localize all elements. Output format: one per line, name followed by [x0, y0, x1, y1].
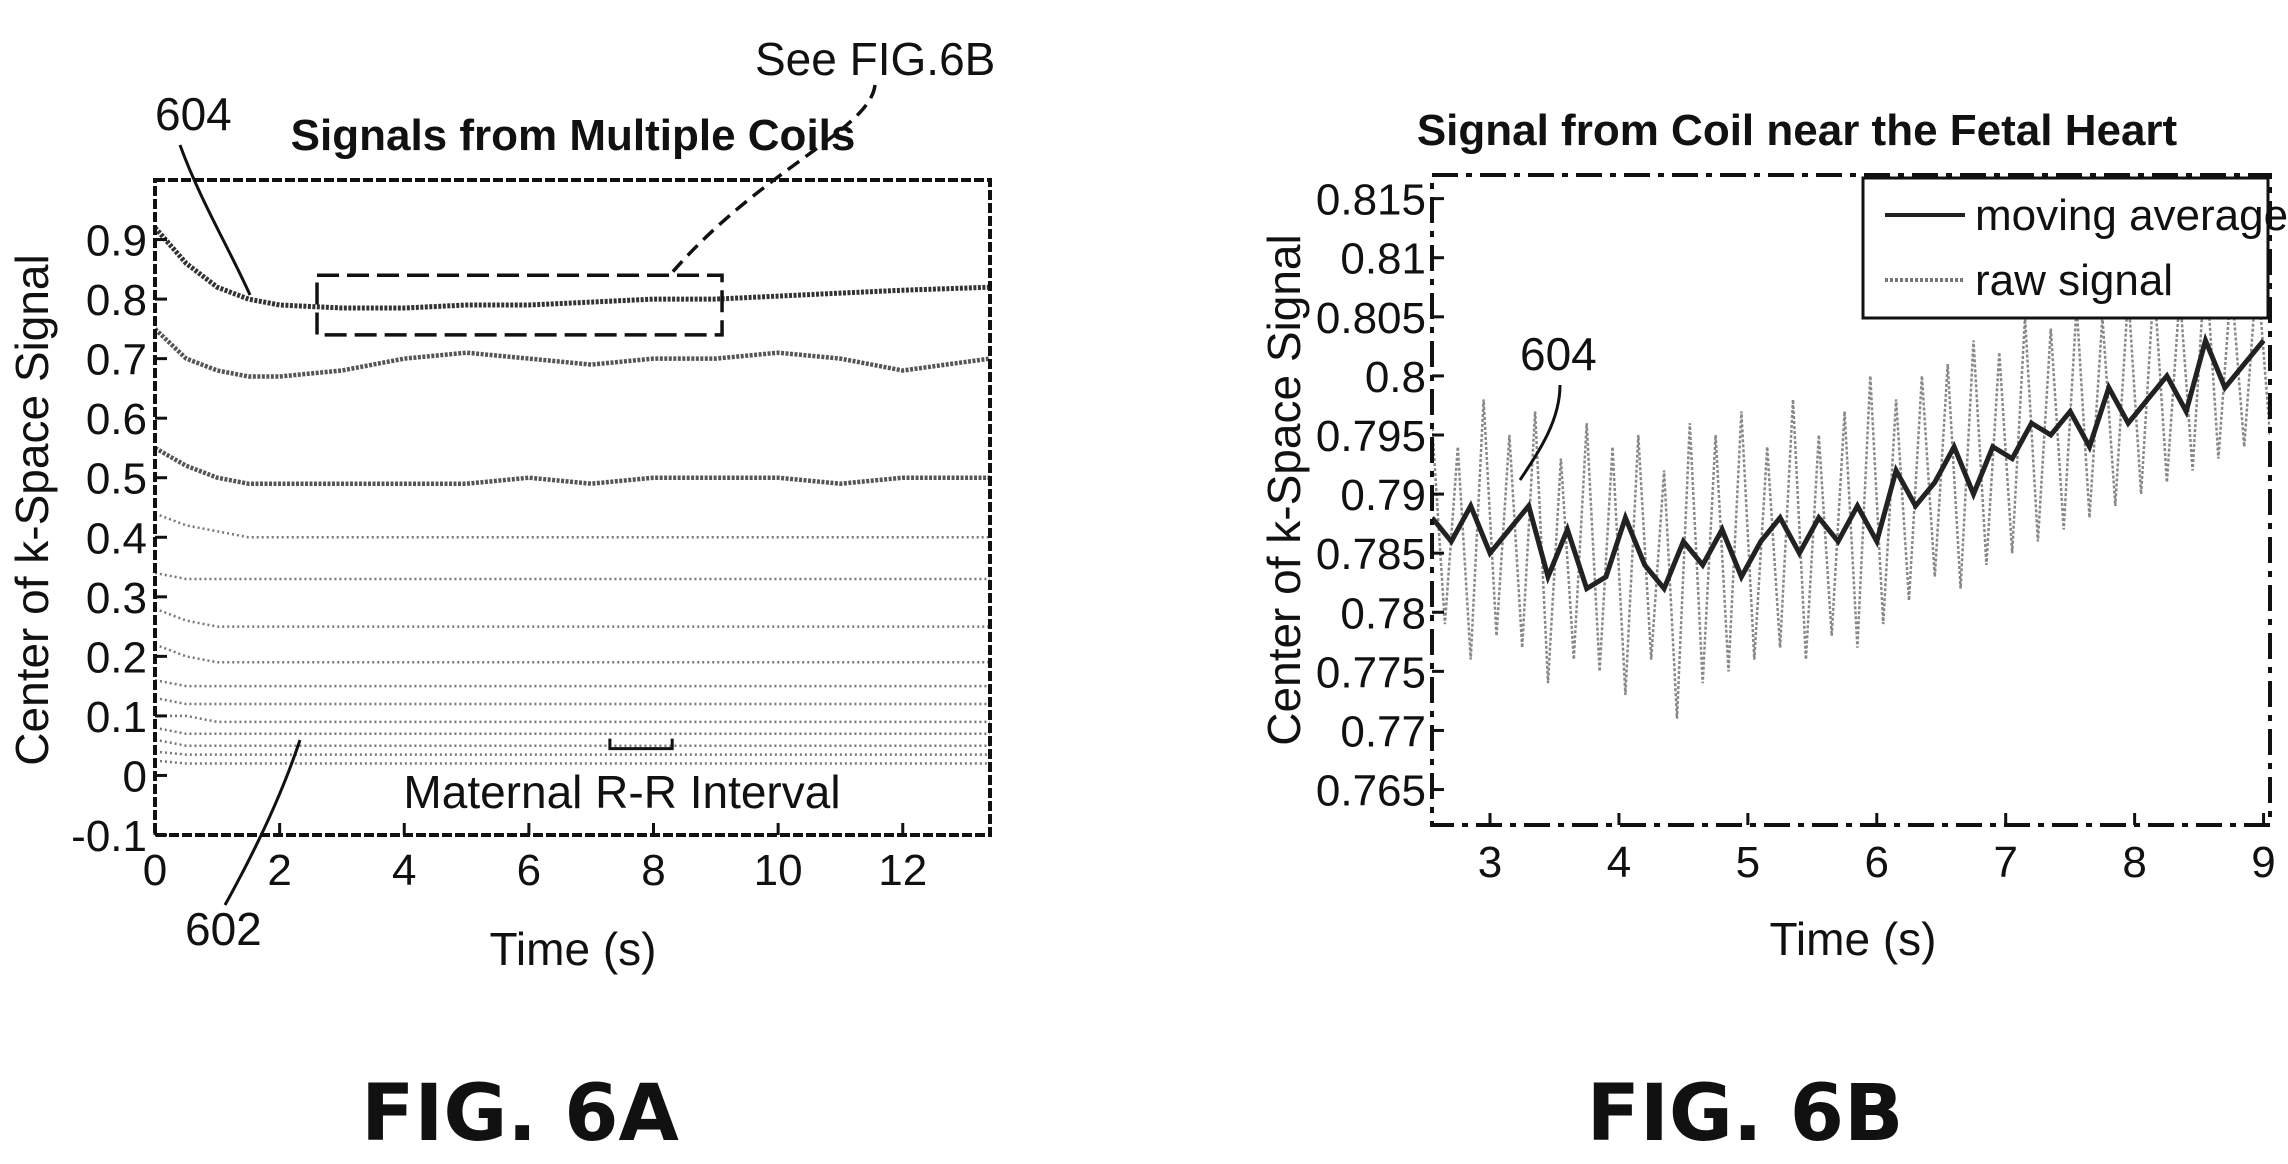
chart-a-highlight-box-group: [315, 273, 724, 337]
chart-a-series-line-11: [154, 726, 990, 736]
chart-a-y-tick-label: 0.4: [86, 514, 147, 563]
chart-b-x-tick-label: 3: [1478, 838, 1502, 887]
chart-a-x-tick-label: 0: [143, 846, 167, 895]
chart-a-y-tick-label: -0.1: [71, 812, 147, 861]
chart-a-rr-interval-bracket: [608, 738, 674, 751]
chart-a-series-line-8: [154, 678, 990, 688]
chart-b-x-tick-label: 6: [1865, 838, 1889, 887]
chart-a-series-line-4: [154, 512, 990, 539]
chart-b-x-tick-label: 5: [1736, 838, 1760, 887]
chart-b-legend-label-raw-signal: raw signal: [1975, 256, 2173, 305]
chart-b-title: Signal from Coil near the Fetal Heart: [1417, 106, 2178, 155]
chart-b-y-tick-label: 0.78: [1340, 589, 1426, 638]
chart-a-plot-frame: [153, 178, 992, 837]
chart-a-ref-602: 602: [185, 903, 262, 955]
chart-a-series-line-12: [154, 738, 990, 747]
chart-a-series-group: [153, 225, 991, 765]
figure-6b-label: FIG. 6B: [1587, 1069, 1904, 1159]
chart-b-series-moving-average: [1432, 332, 2266, 594]
chart-a-x-tick-label: 4: [392, 846, 416, 895]
chart-a-series-line-2: [153, 327, 991, 379]
chart-b-y-tick-label: 0.795: [1316, 412, 1426, 461]
chart-b-y-tick-label: 0.81: [1340, 235, 1426, 284]
chart-a-series-line-3: [153, 446, 990, 486]
chart-b-y-tick-label: 0.775: [1316, 648, 1426, 697]
chart-a-series-line-6: [154, 607, 990, 628]
chart-fig-6a: Signals from Multiple Coils -0.100.10.20…: [6, 33, 995, 1159]
chart-fig-6b: Signal from Coil near the Fetal Heart 0.…: [1258, 106, 2288, 1159]
chart-b-x-tick-label: 4: [1607, 838, 1631, 887]
chart-a-x-tick-label: 12: [878, 846, 927, 895]
chart-a-series-line-7: [154, 643, 990, 664]
chart-a-x-tick-label: 6: [517, 846, 541, 895]
chart-b-series-raw-signal: [1432, 257, 2270, 719]
chart-a-y-tick-label: 0.9: [86, 217, 147, 266]
chart-a-y-tick-label: 0: [123, 752, 147, 801]
chart-a-x-tick-label: 8: [641, 846, 665, 895]
chart-b-ref-604-leader-line: [1518, 384, 1562, 481]
chart-b-legend-box: [1861, 176, 2270, 320]
chart-a-y-axis-label: Center of k-Space Signal: [6, 254, 58, 765]
chart-a-rr-bracket-group: [608, 738, 674, 751]
chart-b-y-tick-label: 0.785: [1316, 530, 1426, 579]
chart-a-x-tick-label: 10: [754, 846, 803, 895]
chart-a-highlight-box: [315, 273, 724, 337]
figure-6a-label: FIG. 6A: [361, 1069, 679, 1159]
chart-b-y-tick-label: 0.8: [1365, 353, 1426, 402]
chart-a-x-tick-label: 2: [267, 846, 291, 895]
chart-a-see-fig-6b-callout: See FIG.6B: [755, 33, 995, 85]
chart-a-series-line-14: [154, 759, 990, 765]
chart-a-x-ticks: 0 2 4 6 8 10 12: [143, 823, 927, 895]
chart-a-title: Signals from Multiple Coils: [291, 111, 856, 160]
chart-a-x-axis-label: Time (s): [490, 923, 657, 975]
chart-a-ref-604: 604: [155, 88, 232, 140]
chart-a-y-tick-label: 0.8: [86, 276, 147, 325]
chart-a-y-ticks: -0.1 0 0.1 0.2 0.3 0.4 0.5 0.6 0.7 0.8 0.9: [71, 217, 167, 861]
chart-a-series-line-10: [155, 714, 990, 724]
chart-b-y-axis-label: Center of k-Space Signal: [1258, 234, 1310, 745]
chart-a-ref-604-leader-line: [178, 144, 252, 296]
chart-b-ref-604: 604: [1520, 328, 1597, 380]
chart-b-plot-frame: [1430, 173, 2272, 827]
chart-b-x-tick-label: 8: [2122, 838, 2146, 887]
chart-a-y-tick-label: 0.5: [86, 455, 147, 504]
chart-a-rr-interval-label: Maternal R-R Interval: [403, 766, 840, 818]
chart-b-legend-label-moving-average: moving average: [1975, 191, 2288, 240]
chart-a-y-tick-label: 0.1: [86, 693, 147, 742]
chart-a-series-line-13: [154, 750, 990, 756]
chart-b-y-tick-label: 0.805: [1316, 294, 1426, 343]
chart-a-see-fig-6b-leader-line: [668, 84, 877, 277]
chart-b-y-tick-label: 0.79: [1340, 471, 1426, 520]
chart-b-y-tick-label: 0.815: [1316, 176, 1426, 225]
chart-b-x-axis-label: Time (s): [1770, 913, 1937, 965]
chart-b-x-tick-label: 7: [1993, 838, 2017, 887]
chart-b-x-ticks: 3 4 5 6 7 8 9: [1478, 813, 2276, 887]
chart-a-y-tick-label: 0.7: [86, 336, 147, 385]
chart-b-x-tick-label: 9: [2251, 838, 2275, 887]
chart-b-series-group: [1432, 257, 2270, 719]
chart-b-y-ticks: 0.765 0.77 0.775 0.78 0.785 0.79 0.795 0.8 0.805…: [1316, 176, 1444, 816]
chart-a-y-tick-label: 0.3: [86, 574, 147, 623]
chart-a-series-line-1: [153, 225, 991, 311]
chart-a-ref-602-leader-line: [223, 739, 302, 906]
chart-a-series-line-5: [154, 571, 990, 581]
chart-b-y-tick-label: 0.77: [1340, 707, 1426, 756]
chart-a-y-tick-label: 0.2: [86, 633, 147, 682]
chart-b-y-tick-label: 0.765: [1316, 767, 1426, 816]
chart-a-y-tick-label: 0.6: [86, 395, 147, 444]
chart-a-series-line-9: [154, 696, 990, 706]
chart-b-legend: moving average raw signal: [1861, 176, 2288, 320]
